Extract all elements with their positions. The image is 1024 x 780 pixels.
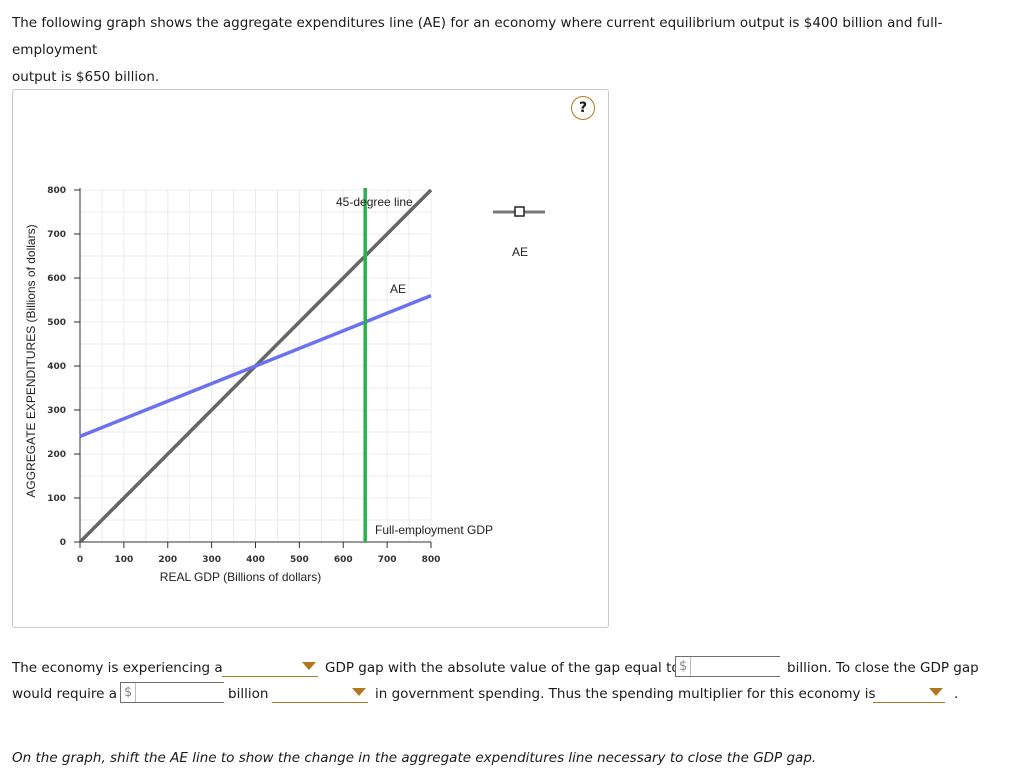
x-tick-label: 500: [290, 555, 309, 565]
y-tick-label: 200: [47, 450, 66, 460]
legend-ae-handle[interactable]: [514, 206, 525, 217]
question-text-1: The economy is experiencing a: [12, 660, 223, 676]
intro-line-1: The following graph shows the aggregate …: [12, 15, 943, 58]
question-text-4: would require a: [12, 686, 118, 702]
question-text-3: billion. To close the GDP gap: [787, 660, 979, 676]
graph-panel[interactable]: 0 100 200 300 400 500 600 700 800 0 100 200 300 400 50…: [12, 89, 609, 628]
question-text-5: billion: [228, 686, 269, 702]
question-text-7: .: [954, 686, 959, 702]
currency-symbol: $: [121, 683, 137, 702]
y-tick-label: 800: [47, 186, 66, 196]
intro-line-2: output is $650 billion.: [12, 69, 160, 85]
chevron-down-icon: [302, 662, 316, 670]
chevron-down-icon: [929, 688, 943, 696]
gap-amount-input[interactable]: [691, 657, 868, 676]
gap-type-dropdown[interactable]: [222, 658, 318, 677]
y-tick-label: 100: [47, 494, 66, 504]
currency-symbol: $: [676, 657, 692, 676]
multiplier-dropdown[interactable]: [873, 684, 945, 703]
y-tick-label: 600: [47, 274, 66, 284]
help-icon[interactable]: ?: [571, 96, 595, 120]
chevron-down-icon: [352, 688, 366, 696]
legend-ae-label: AE: [512, 245, 528, 259]
x-tick-label: 700: [378, 555, 397, 565]
gap-amount-field[interactable]: $: [675, 656, 868, 677]
ae-line: [79, 293, 432, 439]
x-tick-label: 800: [422, 555, 441, 565]
spending-amount-input[interactable]: [136, 683, 313, 702]
spending-amount-field[interactable]: $: [120, 682, 313, 703]
y-tick-label: 0: [60, 538, 66, 548]
x-axis-title: REAL GDP (Billions of dollars): [160, 570, 321, 584]
graph-instruction: On the graph, shift the AE line to show …: [12, 750, 817, 766]
x-tick-label: 300: [202, 555, 221, 565]
y-tick-label: 400: [47, 362, 66, 372]
x-tick-label: 200: [158, 555, 177, 565]
x-tick-label: 400: [246, 555, 265, 565]
y-tick-label: 500: [47, 318, 66, 328]
question-intro: The following graph shows the aggregate …: [12, 10, 1017, 91]
y-axis-title: AGGREGATE EXPENDITURES (Billions of doll…: [24, 224, 38, 497]
forty-five-degree-label: 45-degree line: [336, 195, 413, 209]
question-text-2: GDP gap with the absolute value of the g…: [325, 660, 680, 676]
x-tick-label: 0: [77, 555, 83, 565]
x-tick-label: 100: [114, 555, 133, 565]
spending-change-dropdown[interactable]: [272, 684, 368, 703]
y-tick-label: 300: [47, 406, 66, 416]
x-tick-label: 600: [334, 555, 353, 565]
question-text-6: in government spending. Thus the spendin…: [375, 686, 876, 702]
ae-line-label: AE: [390, 282, 406, 296]
full-employment-label: Full-employment GDP: [375, 523, 493, 537]
y-tick-label: 700: [47, 230, 66, 240]
ae-chart[interactable]: 0 100 200 300 400 500 600 700 800 0 100 200 300 400 50…: [13, 90, 608, 627]
question-line-1: The economy is experiencing a: [12, 660, 223, 676]
